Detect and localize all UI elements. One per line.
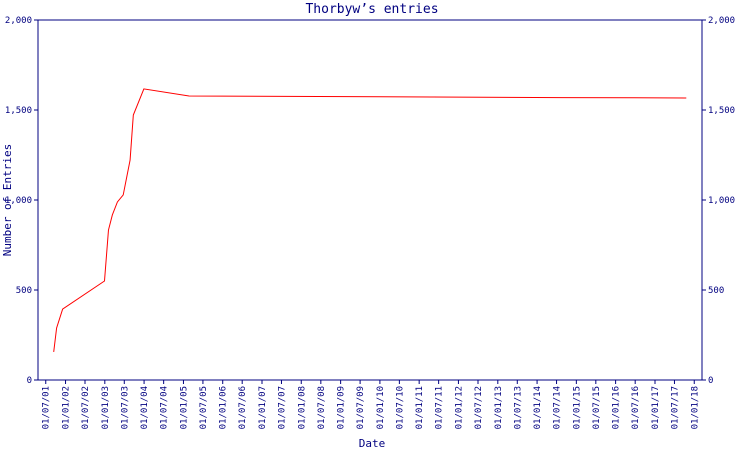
x-tick-label: 01/01/06 — [219, 386, 229, 429]
x-tick-label: 01/01/14 — [533, 386, 543, 429]
x-tick-label: 01/01/18 — [690, 386, 700, 429]
x-tick-label: 01/07/03 — [120, 386, 130, 429]
y-tick-label: 1,000 — [5, 196, 32, 206]
x-tick-label: 01/07/11 — [435, 386, 445, 429]
x-tick-label: 01/01/03 — [101, 386, 111, 429]
x-tick-label: 01/07/17 — [670, 386, 680, 429]
y-tick-label: 0 — [27, 376, 32, 386]
x-tick-label: 01/01/07 — [258, 386, 268, 429]
x-tick-label: 01/01/15 — [572, 386, 582, 429]
x-tick-label: 01/01/09 — [337, 386, 347, 429]
x-tick-label: 01/07/09 — [356, 386, 366, 429]
x-tick-label: 01/07/12 — [474, 386, 484, 429]
x-tick-label: 01/01/16 — [612, 386, 622, 429]
x-tick-label: 01/01/05 — [179, 386, 189, 429]
x-axis-title: Date — [359, 437, 386, 450]
data-line — [53, 88, 687, 352]
x-tick-label: 01/07/14 — [553, 386, 563, 429]
x-tick-label: 01/07/02 — [81, 386, 91, 429]
y-tick-label: 1,500 — [5, 106, 32, 116]
plot-frame — [37, 19, 703, 381]
chart-title: Thorbyw’s entries — [305, 2, 438, 17]
y-axis-title: Number of Entries — [1, 144, 14, 257]
x-tick-label: 01/07/01 — [42, 386, 52, 429]
x-tick-label: 01/01/04 — [140, 386, 150, 429]
x-tick-label: 01/07/05 — [199, 386, 209, 429]
x-tick-label: 01/01/02 — [62, 386, 72, 429]
y2-tick-label: 1,000 — [708, 196, 735, 206]
x-tick-label: 01/01/13 — [494, 386, 504, 429]
x-tick-label: 01/01/10 — [376, 386, 386, 429]
x-tick-label: 01/07/04 — [160, 386, 170, 429]
x-tick-label: 01/07/06 — [238, 386, 248, 429]
y-tick-label: 2,000 — [5, 16, 32, 26]
x-tick-label: 01/01/17 — [651, 386, 661, 429]
x-tick-label: 01/01/12 — [454, 386, 464, 429]
x-tick-label: 01/07/16 — [631, 386, 641, 429]
x-tick-label: 01/07/07 — [277, 386, 287, 429]
x-tick-label: 01/07/08 — [317, 386, 327, 429]
x-tick-label: 01/07/10 — [395, 386, 405, 429]
y2-tick-label: 1,500 — [708, 106, 735, 116]
y2-tick-label: 0 — [708, 376, 713, 386]
x-tick-label: 01/07/13 — [513, 386, 523, 429]
x-tick-label: 01/01/11 — [415, 386, 425, 429]
x-tick-label: 01/07/15 — [592, 386, 602, 429]
y2-tick-label: 500 — [708, 286, 724, 296]
y2-tick-label: 2,000 — [708, 16, 735, 26]
x-tick-label: 01/01/08 — [297, 386, 307, 429]
y-tick-label: 500 — [16, 286, 32, 296]
